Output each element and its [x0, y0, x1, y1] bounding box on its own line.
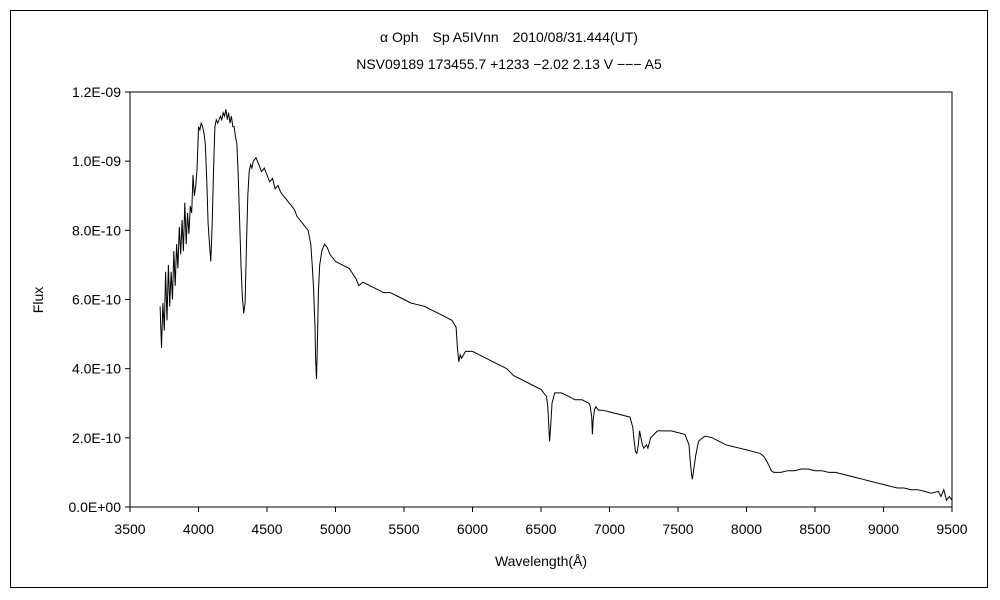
- spectrum-line: [159, 109, 953, 502]
- y-axis-label: Flux: [30, 287, 46, 313]
- chart-title: α Oph Sp A5IVnn 2010/08/31.444(UT): [380, 29, 638, 45]
- y-tick-label: 8.0E-10: [72, 222, 121, 238]
- x-tick-label: 9500: [936, 521, 967, 537]
- y-axis-ticks: 0.0E+00 2.0E-10 4.0E-10 6.0E-10 8.0E-10 1.0E-…: [68, 84, 130, 515]
- y-tick-label: 0.0E+00: [68, 499, 121, 515]
- chart-frame: α Oph Sp A5IVnn 2010/08/31.444(UT) NSV09…: [10, 10, 988, 588]
- x-axis-label: Wavelength(Å): [495, 553, 587, 569]
- x-tick-label: 9000: [868, 521, 899, 537]
- x-tick-label: 3500: [114, 521, 145, 537]
- x-tick-label: 8000: [731, 521, 762, 537]
- y-tick-label: 6.0E-10: [72, 292, 121, 308]
- y-tick-label: 2.0E-10: [72, 430, 121, 446]
- spectrum-chart: α Oph Sp A5IVnn 2010/08/31.444(UT) NSV09…: [30, 29, 968, 569]
- y-tick-label: 1.0E-09: [72, 153, 121, 169]
- x-axis-ticks: 3500 4000 4500 5000 5500 6000 6500 7000 7500 8000…: [114, 507, 968, 537]
- x-tick-label: 4500: [251, 521, 282, 537]
- x-tick-label: 4000: [183, 521, 214, 537]
- x-tick-label: 7500: [662, 521, 693, 537]
- x-tick-label: 5500: [388, 521, 419, 537]
- chart-subtitle: NSV09189 173455.7 +1233 −2.02 2.13 V −−−…: [356, 56, 662, 72]
- y-tick-label: 1.2E-09: [72, 84, 121, 100]
- x-tick-label: 6500: [525, 521, 556, 537]
- plot-area: [129, 91, 953, 508]
- x-tick-label: 7000: [594, 521, 625, 537]
- x-tick-label: 5000: [320, 521, 351, 537]
- x-tick-label: 6000: [457, 521, 488, 537]
- series-layer: [159, 109, 953, 502]
- y-tick-label: 4.0E-10: [72, 361, 121, 377]
- x-tick-label: 8500: [799, 521, 830, 537]
